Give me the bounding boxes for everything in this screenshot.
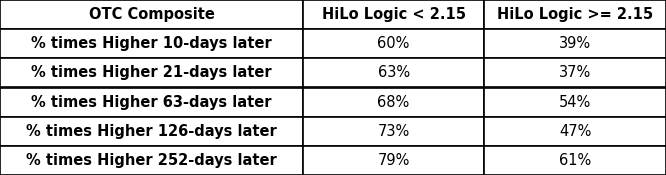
Text: 39%: 39% <box>559 36 591 51</box>
Text: % times Higher 252-days later: % times Higher 252-days later <box>26 153 277 168</box>
Bar <box>303 88 484 117</box>
Bar <box>0 117 303 146</box>
Bar <box>0 29 303 58</box>
Bar <box>484 117 666 146</box>
Text: 73%: 73% <box>378 124 410 139</box>
Text: % times Higher 63-days later: % times Higher 63-days later <box>31 94 272 110</box>
Text: 47%: 47% <box>559 124 591 139</box>
Bar <box>0 88 303 117</box>
Text: 79%: 79% <box>378 153 410 168</box>
Bar <box>484 88 666 117</box>
Text: HiLo Logic >= 2.15: HiLo Logic >= 2.15 <box>497 7 653 22</box>
Text: 68%: 68% <box>378 94 410 110</box>
Text: % times Higher 126-days later: % times Higher 126-days later <box>26 124 277 139</box>
Text: 61%: 61% <box>559 153 591 168</box>
Text: 37%: 37% <box>559 65 591 80</box>
Text: % times Higher 21-days later: % times Higher 21-days later <box>31 65 272 80</box>
Bar <box>484 146 666 175</box>
Bar <box>0 0 303 29</box>
Text: HiLo Logic < 2.15: HiLo Logic < 2.15 <box>322 7 466 22</box>
Bar <box>484 0 666 29</box>
Text: 60%: 60% <box>378 36 410 51</box>
Bar <box>303 146 484 175</box>
Text: % times Higher 10-days later: % times Higher 10-days later <box>31 36 272 51</box>
Bar <box>303 0 484 29</box>
Text: OTC Composite: OTC Composite <box>89 7 214 22</box>
Bar <box>0 146 303 175</box>
Text: 54%: 54% <box>559 94 591 110</box>
Bar <box>303 29 484 58</box>
Bar <box>484 58 666 88</box>
Bar <box>0 58 303 88</box>
Bar <box>484 29 666 58</box>
Text: 63%: 63% <box>378 65 410 80</box>
Bar <box>303 58 484 88</box>
Bar <box>303 117 484 146</box>
